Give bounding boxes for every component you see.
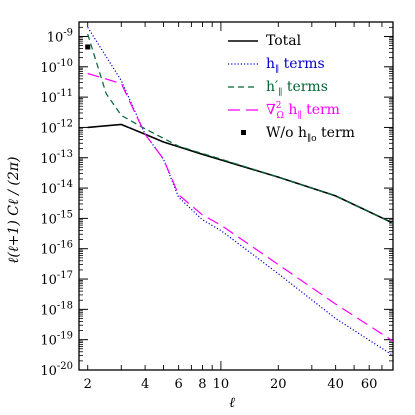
x-tick-label: 20	[270, 377, 287, 392]
series-line-2	[87, 33, 393, 224]
series-line-1	[87, 26, 393, 357]
y-tick-label: 10-19	[40, 331, 73, 349]
x-tick-label: 60	[361, 377, 378, 392]
y-tick-label: 10-9	[47, 27, 73, 45]
y-tick-label: 10-13	[40, 149, 73, 167]
axes-layer: 10-9 10-10 10-11 10-12 10-13 10-14 10-15 10-16 1…	[40, 21, 394, 392]
y-tick-label: 10-15	[40, 209, 73, 227]
y-axis-label: ℓ(ℓ+1) Cℓ / (2π)	[6, 157, 22, 264]
legend-label-1: h∥ terms	[266, 56, 325, 75]
legend-marker-0	[241, 130, 246, 135]
x-tick-label: 8	[198, 377, 206, 392]
legend-label-0: Total	[266, 33, 302, 49]
y-tick-label: 10-11	[40, 88, 73, 106]
y-tick-label: 10-17	[40, 270, 73, 288]
y-tick-label: 10-16	[40, 240, 73, 258]
series-layer	[85, 26, 393, 357]
y-tick-label: 10-10	[40, 58, 73, 76]
y-tick-label: 10-18	[40, 300, 73, 318]
legend-marker-label-0: W/o h∥o term	[266, 125, 355, 144]
x-tick-label: 2	[84, 377, 92, 392]
x-tick-label: 4	[141, 377, 149, 392]
y-tick-label: 10-20	[40, 361, 73, 379]
x-tick-label: 40	[327, 377, 344, 392]
legend-label-3: ∇2 Ω h∥ term	[266, 101, 340, 121]
plot-frame	[78, 21, 394, 371]
marker-point-0	[85, 44, 91, 50]
legend: Total h∥ terms h′∥ terms ∇2 Ω h∥ term W/o h∥o…	[228, 33, 355, 144]
series-line-3	[87, 72, 393, 342]
x-axis-label: ℓ	[229, 395, 235, 411]
x-tick-label: 10	[213, 377, 230, 392]
series-line-0	[87, 123, 393, 224]
y-tick-label: 10-12	[40, 118, 73, 136]
y-tick-label: 10-14	[40, 179, 73, 197]
x-tick-label: 6	[174, 377, 182, 392]
legend-label-2: h′∥ terms	[266, 79, 328, 98]
